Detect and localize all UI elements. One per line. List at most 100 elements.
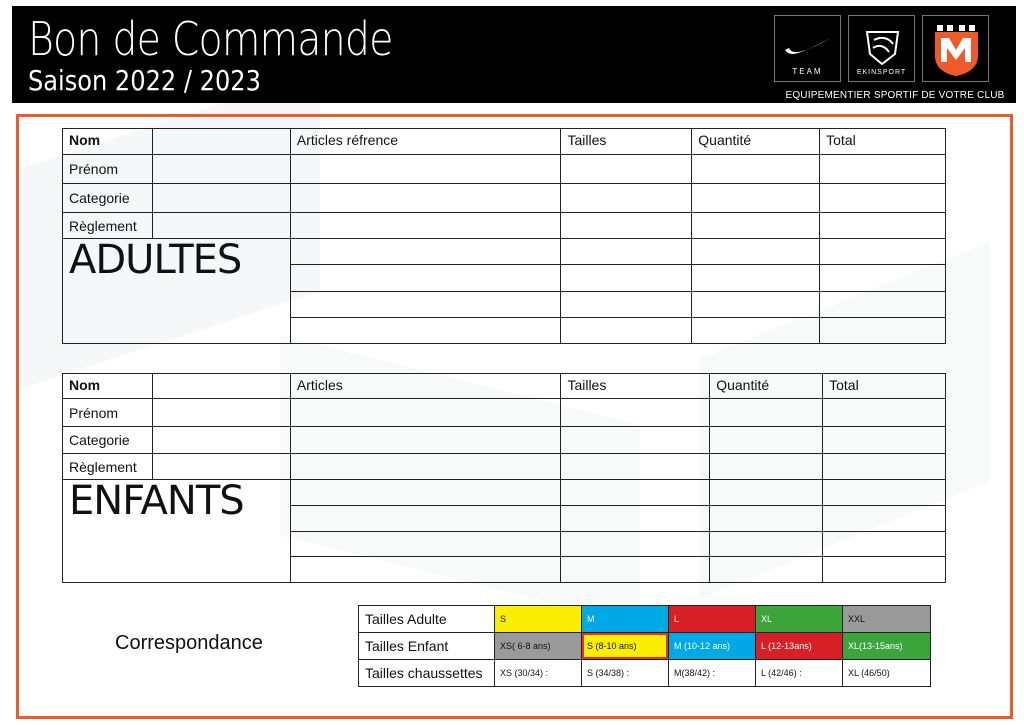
- children-nom-label: Nom: [62, 373, 153, 399]
- adults-taille-cell[interactable]: [560, 317, 693, 344]
- adults-prenom-input[interactable]: [151, 154, 291, 184]
- children-taille-cell[interactable]: [560, 479, 711, 506]
- children-taille-cell[interactable]: [560, 453, 711, 480]
- adults-nom-input[interactable]: [151, 128, 291, 155]
- adults-reglement-input[interactable]: [151, 212, 291, 239]
- size-cell: XXL: [842, 605, 931, 633]
- adults-article-cell[interactable]: [289, 291, 562, 318]
- adults-prenom-label: Prénom: [62, 154, 153, 184]
- sock-sizes-row: Tailles chaussettes XS (30/34) : S (34/3…: [358, 659, 931, 687]
- adults-quantite-cell[interactable]: [691, 212, 821, 239]
- nike-swoosh-icon: [785, 38, 831, 54]
- children-prenom-input[interactable]: [151, 398, 291, 427]
- children-taille-cell[interactable]: [560, 426, 711, 454]
- children-quantite-cell[interactable]: [709, 398, 824, 427]
- children-quantite-cell[interactable]: [709, 453, 824, 480]
- children-taille-cell[interactable]: [560, 556, 711, 583]
- adults-taille-cell[interactable]: [560, 183, 693, 213]
- adults-article-cell[interactable]: [289, 317, 562, 344]
- children-total-cell[interactable]: [822, 479, 946, 506]
- children-total-cell[interactable]: [822, 556, 946, 583]
- adults-order-table: Nom Articles réfrence Tailles Quantité T…: [62, 128, 946, 344]
- adults-col-tailles: Tailles: [560, 128, 693, 155]
- children-total-cell[interactable]: [822, 453, 946, 480]
- children-article-cell[interactable]: [289, 531, 562, 557]
- children-col-tailles: Tailles: [560, 373, 711, 399]
- adults-quantite-cell[interactable]: [691, 183, 821, 213]
- children-quantite-cell[interactable]: [709, 505, 824, 532]
- children-nom-input[interactable]: [151, 373, 291, 399]
- children-taille-cell[interactable]: [560, 531, 711, 557]
- adults-categorie-input[interactable]: [151, 183, 291, 213]
- adults-taille-cell[interactable]: [560, 154, 693, 184]
- children-total-cell[interactable]: [822, 426, 946, 454]
- children-article-cell[interactable]: [289, 453, 562, 480]
- adults-quantite-cell[interactable]: [691, 238, 821, 265]
- children-article-cell[interactable]: [289, 479, 562, 506]
- adults-article-cell[interactable]: [289, 183, 562, 213]
- adults-total-cell[interactable]: [819, 317, 946, 344]
- children-article-cell[interactable]: [289, 398, 562, 427]
- adults-quantite-cell[interactable]: [691, 154, 821, 184]
- size-cell: XL: [755, 605, 843, 633]
- children-categorie-input[interactable]: [151, 426, 291, 454]
- adults-quantite-cell[interactable]: [691, 291, 821, 318]
- adults-section-cell: ADULTES: [62, 237, 291, 344]
- children-quantite-cell[interactable]: [709, 531, 824, 557]
- size-cell: XL (46/50): [842, 659, 931, 687]
- ekinsport-logo: EKINSPORT: [848, 15, 915, 82]
- size-cell: XS (30/34) :: [494, 659, 582, 687]
- adults-article-cell[interactable]: [289, 154, 562, 184]
- children-order-table: Nom Articles Tailles Quantité Total Prén…: [62, 373, 946, 583]
- children-article-cell[interactable]: [289, 505, 562, 532]
- sock-sizes-label: Tailles chaussettes: [358, 659, 495, 687]
- children-col-articles: Articles: [289, 373, 562, 399]
- children-quantite-cell[interactable]: [709, 556, 824, 583]
- adults-taille-cell[interactable]: [560, 291, 693, 318]
- children-categorie-label: Categorie: [62, 426, 153, 454]
- club-crest-logo: [922, 15, 989, 82]
- adults-quantite-cell[interactable]: [691, 264, 821, 292]
- adults-col-articles: Articles réfrence: [289, 128, 562, 155]
- adults-taille-cell[interactable]: [560, 264, 693, 292]
- children-col-total: Total: [822, 373, 946, 399]
- size-cell: M(38/42) :: [668, 659, 756, 687]
- children-quantite-cell[interactable]: [709, 479, 824, 506]
- adults-categorie-label: Categorie: [62, 183, 153, 213]
- adult-sizes-row: Tailles Adulte S M L XL XXL: [358, 605, 931, 633]
- children-taille-cell[interactable]: [560, 398, 711, 427]
- children-taille-cell[interactable]: [560, 505, 711, 532]
- adults-article-cell[interactable]: [289, 264, 562, 292]
- season-subtitle: Saison 2022 / 2023: [28, 64, 261, 97]
- nike-team-logo: TEAM: [774, 15, 841, 82]
- adults-col-quantite: Quantité: [691, 128, 821, 155]
- size-cell: L: [668, 605, 756, 633]
- adults-article-cell[interactable]: [289, 238, 562, 265]
- children-quantite-cell[interactable]: [709, 426, 824, 454]
- adults-quantite-cell[interactable]: [691, 317, 821, 344]
- adults-total-cell[interactable]: [819, 291, 946, 318]
- adults-total-cell[interactable]: [819, 238, 946, 265]
- children-article-cell[interactable]: [289, 426, 562, 454]
- adult-sizes-label: Tailles Adulte: [358, 605, 495, 633]
- tagline: EQUIPEMENTIER SPORTIF DE VOTRE CLUB: [785, 90, 1005, 101]
- page-header: Bon de Commande Saison 2022 / 2023 TEAM …: [12, 6, 1016, 103]
- children-total-cell[interactable]: [822, 505, 946, 532]
- children-section-cell: ENFANTS: [62, 478, 291, 583]
- children-article-cell[interactable]: [289, 556, 562, 583]
- adults-total-cell[interactable]: [819, 183, 946, 213]
- adults-article-cell[interactable]: [289, 212, 562, 239]
- adults-total-cell[interactable]: [819, 264, 946, 292]
- children-reglement-input[interactable]: [151, 453, 291, 480]
- adults-col-total: Total: [819, 128, 946, 155]
- size-cell: M (10-12 ans): [668, 632, 756, 660]
- adults-total-cell[interactable]: [819, 212, 946, 239]
- children-prenom-label: Prénom: [62, 398, 153, 427]
- adults-taille-cell[interactable]: [560, 238, 693, 265]
- children-total-cell[interactable]: [822, 398, 946, 427]
- adults-total-cell[interactable]: [819, 154, 946, 184]
- children-total-cell[interactable]: [822, 531, 946, 557]
- page-title: Bon de Commande: [28, 12, 393, 66]
- adults-taille-cell[interactable]: [560, 212, 693, 239]
- size-cell: S (8-10 ans): [581, 632, 669, 660]
